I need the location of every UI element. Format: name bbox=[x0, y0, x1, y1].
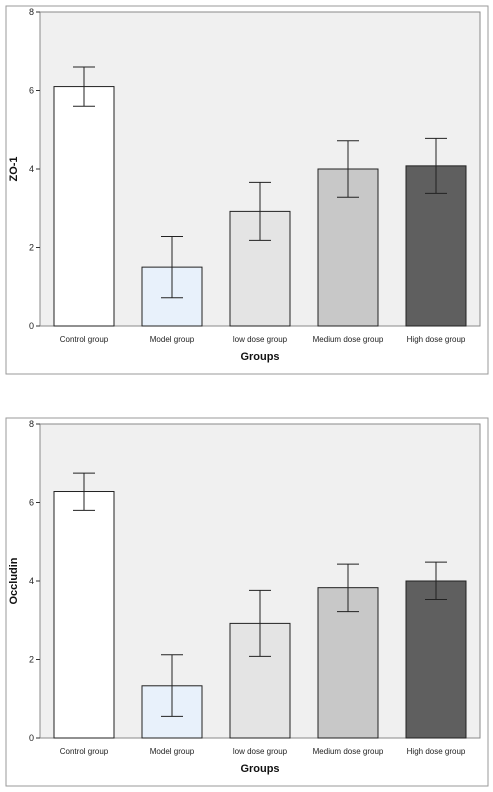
y-axis-title: ZO-1 bbox=[8, 156, 20, 181]
error-bar bbox=[425, 137, 447, 194]
error-bar bbox=[249, 181, 271, 241]
error-bar bbox=[161, 654, 183, 717]
x-tick-label: Medium dose group bbox=[313, 747, 384, 756]
error-bar bbox=[73, 66, 95, 107]
x-tick-label: low dose group bbox=[233, 335, 288, 344]
y-tick-label: 0 bbox=[29, 321, 34, 331]
y-tick-label: 8 bbox=[29, 7, 34, 17]
x-tick-label: High dose group bbox=[407, 747, 466, 756]
error-bar bbox=[161, 236, 183, 299]
occludin-chart: 0 2 4 6 8 Occludin Control group Model group low… bbox=[0, 412, 493, 792]
y-tick-label: 4 bbox=[29, 164, 34, 174]
y-tick-label: 0 bbox=[29, 733, 34, 743]
bar-control-group bbox=[53, 86, 115, 327]
error-bar bbox=[73, 472, 95, 511]
occludin-chart-svg: 0 2 4 6 8 Occludin Control group Model group low… bbox=[5, 417, 489, 787]
x-tick-label: Model group bbox=[150, 747, 195, 756]
x-tick-label: Model group bbox=[150, 335, 195, 344]
error-bar bbox=[337, 563, 359, 613]
y-tick-label: 2 bbox=[29, 243, 34, 253]
zo1-chart: 0 2 4 6 8 ZO-1 Control group Model group low dos… bbox=[0, 0, 493, 380]
bar-medium-dose-group bbox=[317, 587, 379, 739]
y-tick-label: 6 bbox=[29, 498, 34, 508]
y-tick-label: 8 bbox=[29, 419, 34, 429]
bar-control-group bbox=[53, 491, 115, 739]
y-tick-label: 2 bbox=[29, 655, 34, 665]
zo1-chart-svg: 0 2 4 6 8 ZO-1 Control group Model group low dos… bbox=[5, 5, 489, 375]
y-tick-label: 4 bbox=[29, 576, 34, 586]
x-axis-title: Groups bbox=[240, 763, 279, 775]
x-tick-label: High dose group bbox=[407, 335, 466, 344]
x-tick-label: Control group bbox=[60, 747, 109, 756]
error-bar bbox=[249, 589, 271, 657]
bar-high-dose-group bbox=[405, 580, 467, 739]
x-axis-title: Groups bbox=[240, 351, 279, 363]
x-tick-label: Medium dose group bbox=[313, 335, 384, 344]
y-tick-label: 6 bbox=[29, 86, 34, 96]
y-axis-title: Occludin bbox=[8, 557, 20, 604]
error-bar bbox=[425, 561, 447, 600]
x-tick-label: low dose group bbox=[233, 747, 288, 756]
error-bar bbox=[337, 140, 359, 198]
x-tick-label: Control group bbox=[60, 335, 109, 344]
